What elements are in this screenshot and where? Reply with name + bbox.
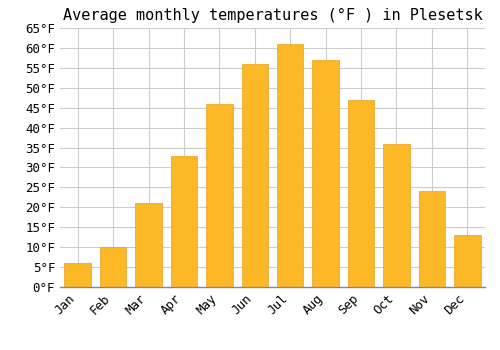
Bar: [277, 44, 303, 287]
Bar: [100, 247, 126, 287]
Bar: [170, 155, 197, 287]
Bar: [348, 100, 374, 287]
Bar: [418, 191, 445, 287]
Bar: [312, 60, 339, 287]
Bar: [454, 235, 480, 287]
Title: Average monthly temperatures (°F ) in Plesetsk: Average monthly temperatures (°F ) in Pl…: [62, 8, 482, 23]
Bar: [64, 263, 91, 287]
Bar: [136, 203, 162, 287]
Bar: [383, 144, 409, 287]
Bar: [206, 104, 233, 287]
Bar: [242, 64, 268, 287]
